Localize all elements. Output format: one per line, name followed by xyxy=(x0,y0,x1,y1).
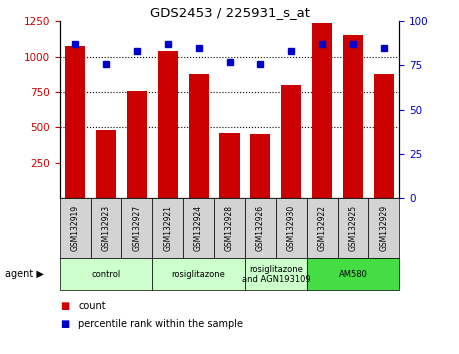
Bar xyxy=(189,74,209,198)
Text: GSM132921: GSM132921 xyxy=(163,205,172,251)
Text: GSM132929: GSM132929 xyxy=(380,205,388,251)
Text: percentile rank within the sample: percentile rank within the sample xyxy=(78,319,243,329)
Text: GSM132924: GSM132924 xyxy=(194,205,203,251)
Bar xyxy=(312,23,332,198)
Text: GSM132925: GSM132925 xyxy=(348,205,358,251)
Text: GSM132930: GSM132930 xyxy=(287,205,296,251)
Bar xyxy=(343,35,363,198)
Text: count: count xyxy=(78,301,106,311)
Text: rosiglitazone
and AGN193109: rosiglitazone and AGN193109 xyxy=(241,265,310,284)
Bar xyxy=(250,134,270,198)
Text: GSM132928: GSM132928 xyxy=(225,205,234,251)
Text: rosiglitazone: rosiglitazone xyxy=(172,270,225,279)
Text: GSM132922: GSM132922 xyxy=(318,205,327,251)
Text: AM580: AM580 xyxy=(339,270,368,279)
Text: GSM132926: GSM132926 xyxy=(256,205,265,251)
Text: GSM132923: GSM132923 xyxy=(101,205,111,251)
Bar xyxy=(127,91,147,198)
Bar xyxy=(374,74,394,198)
Text: GSM132919: GSM132919 xyxy=(71,205,79,251)
Bar xyxy=(219,133,240,198)
Text: GSM132927: GSM132927 xyxy=(132,205,141,251)
Text: control: control xyxy=(91,270,121,279)
Text: ■: ■ xyxy=(60,301,69,311)
Text: ■: ■ xyxy=(60,319,69,329)
Title: GDS2453 / 225931_s_at: GDS2453 / 225931_s_at xyxy=(150,6,309,19)
Bar xyxy=(96,130,116,198)
Bar xyxy=(281,85,301,198)
Bar xyxy=(158,51,178,198)
Bar xyxy=(65,46,85,198)
Text: agent ▶: agent ▶ xyxy=(5,269,44,279)
